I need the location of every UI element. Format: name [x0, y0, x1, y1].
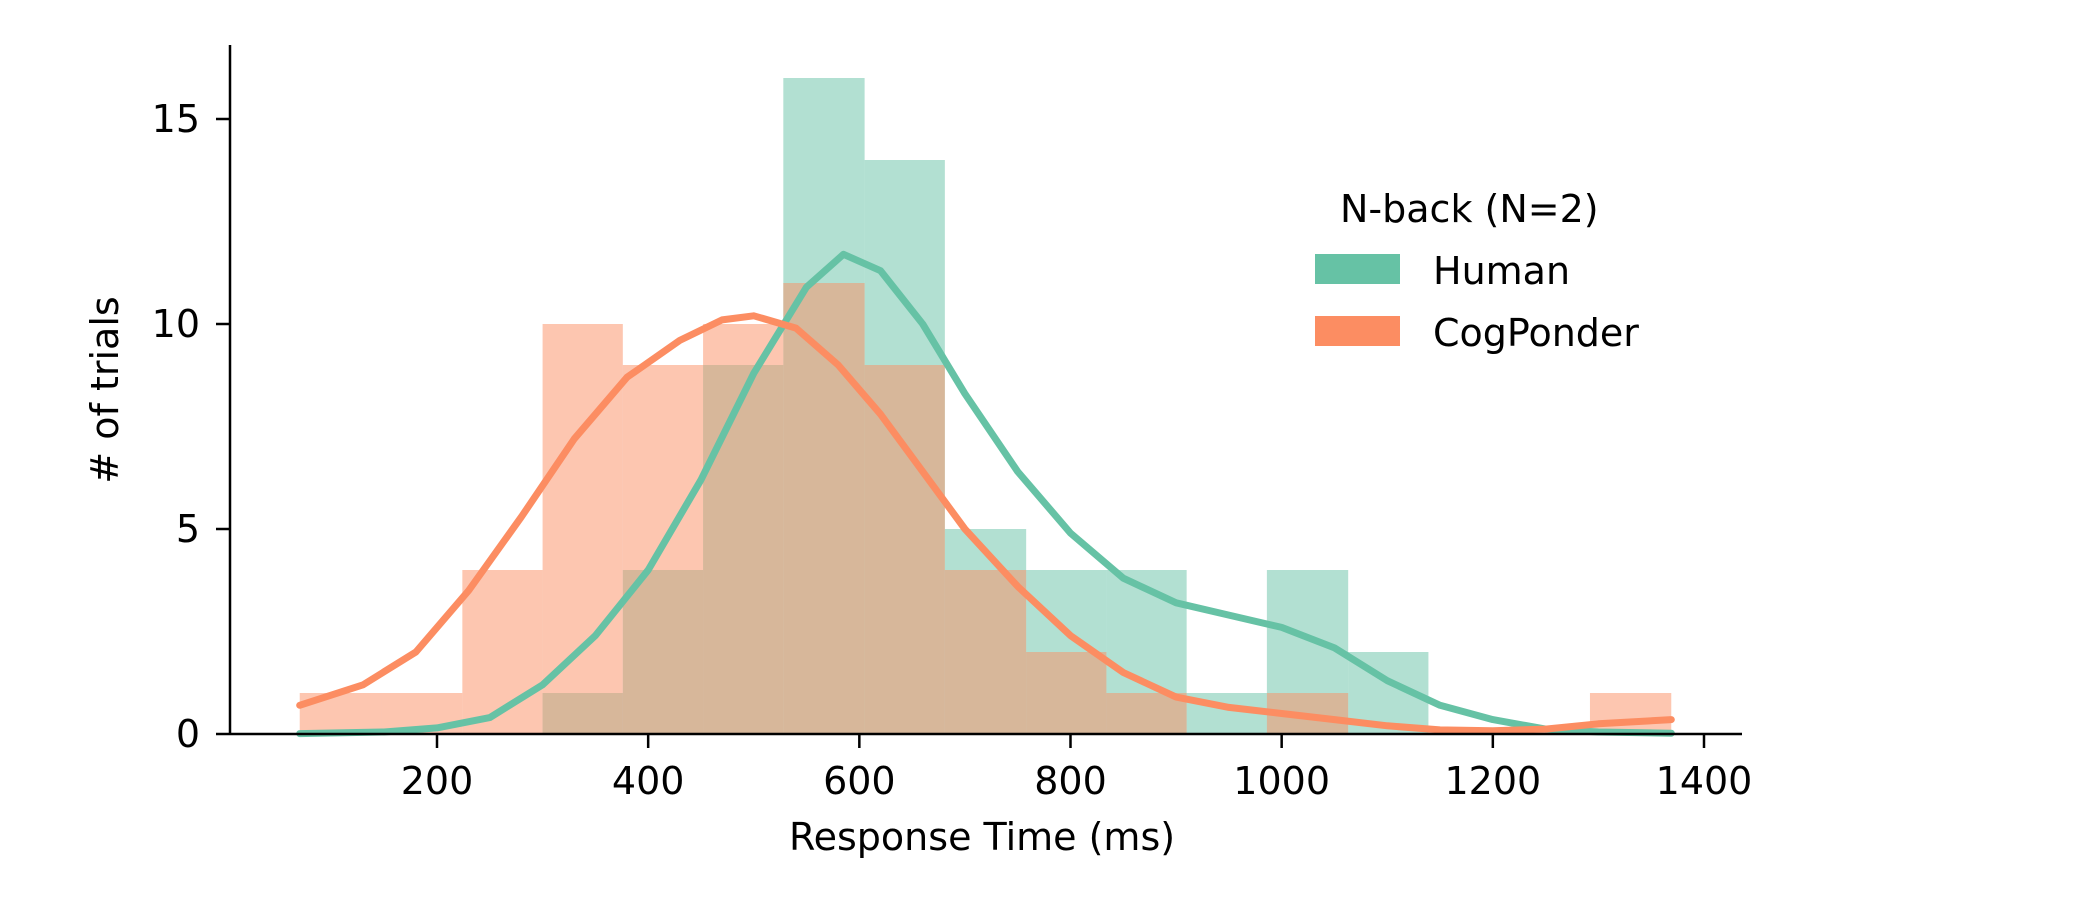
bar-cogponder-5 [703, 324, 784, 734]
x-tick-label-600: 600 [823, 759, 896, 803]
bar-cogponder-9 [1026, 652, 1107, 734]
legend-label-cogponder: CogPonder [1433, 311, 1639, 355]
bar-cogponder-7 [864, 365, 945, 734]
x-tick-label-800: 800 [1034, 759, 1107, 803]
x-tick-label-400: 400 [612, 759, 685, 803]
x-axis-title: Response Time (ms) [789, 815, 1175, 859]
x-tick-label-1400: 1400 [1656, 759, 1753, 803]
bar-cogponder-8 [944, 570, 1027, 734]
y-tick-label-0: 0 [176, 712, 200, 756]
legend-swatch-cogponder [1315, 316, 1400, 346]
kde-line-cogponder [296, 312, 1675, 735]
bar-cogponder-6 [783, 283, 865, 734]
legend-title: N-back (N=2) [1340, 187, 1599, 231]
legend-label-human: Human [1433, 249, 1570, 293]
y-tick-label-5: 5 [176, 507, 200, 551]
x-axis: 200 400 600 800 1000 1200 1400 [230, 732, 1753, 803]
bar-cogponder-3 [542, 324, 623, 734]
x-tick-label-200: 200 [401, 759, 474, 803]
x-tick-label-1000: 1000 [1233, 759, 1330, 803]
y-axis-title: # of trials [83, 296, 127, 483]
bar-cogponder-10 [1106, 693, 1187, 734]
legend: N-back (N=2) Human CogPonder [1315, 187, 1639, 355]
plot-area [296, 78, 1675, 738]
bar-cogponder-16 [1589, 693, 1672, 734]
x-tick-label-1200: 1200 [1444, 759, 1541, 803]
y-axis: 0 5 10 15 [152, 45, 232, 756]
y-tick-label-10: 10 [152, 302, 200, 346]
y-tick-label-15: 15 [152, 97, 200, 141]
legend-swatch-human [1315, 254, 1400, 284]
kde-line-human [296, 250, 1675, 738]
